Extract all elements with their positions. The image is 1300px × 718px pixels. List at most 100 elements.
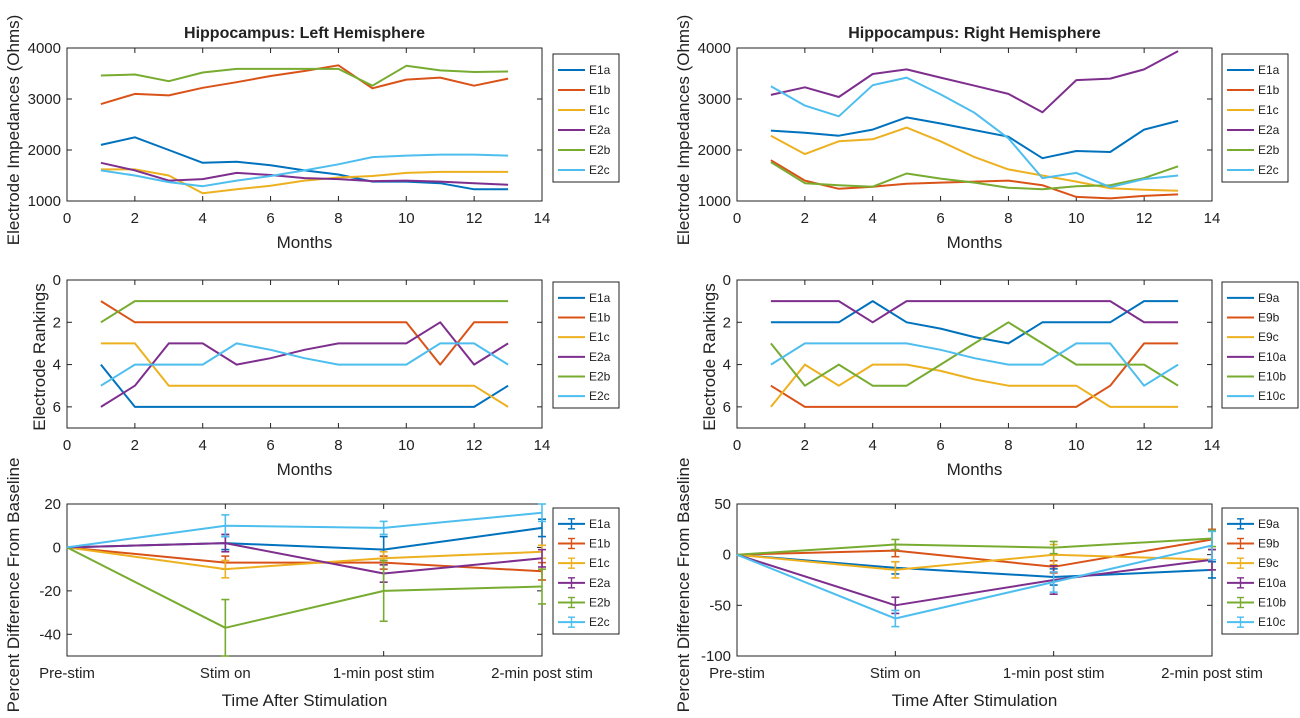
legend-label: E10a bbox=[1258, 350, 1286, 364]
x-tick-label: 1-min post stim bbox=[333, 665, 435, 682]
plot-area bbox=[736, 279, 1213, 429]
x-tick-label: 14 bbox=[1204, 210, 1221, 227]
x-tick-label: 4 bbox=[199, 437, 207, 454]
y-tick-label: 20 bbox=[44, 496, 61, 513]
plot-area bbox=[736, 503, 1213, 657]
y-tick-label: -100 bbox=[701, 648, 731, 665]
series-line bbox=[736, 553, 1213, 578]
x-tick-label: 14 bbox=[534, 437, 551, 454]
x-tick-label: Stim on bbox=[870, 665, 921, 682]
x-tick-label: Pre-stim bbox=[709, 665, 765, 682]
chart-pct_right: Pre-stim Stim on 1-min post stim 2-min post… bbox=[674, 458, 1299, 712]
y-axis-label: Electrode Impedances (Ohms) bbox=[674, 15, 693, 246]
x-tick-label: 8 bbox=[1004, 437, 1012, 454]
y-tick-label: 4 bbox=[53, 357, 61, 374]
y-tick-label: 2000 bbox=[698, 142, 731, 159]
legend-label: E1a bbox=[589, 517, 611, 531]
series-E9a bbox=[770, 300, 1179, 345]
series-line bbox=[770, 342, 1179, 408]
legend-label: E10a bbox=[1258, 576, 1286, 590]
y-tick-label: 4000 bbox=[28, 40, 61, 57]
legend-label: E10b bbox=[1258, 596, 1286, 610]
series-line bbox=[100, 161, 509, 186]
x-tick-label: 14 bbox=[1204, 437, 1221, 454]
x-tick-label: 2 bbox=[131, 210, 139, 227]
legend-label: E2a bbox=[589, 123, 611, 137]
series-line bbox=[100, 64, 509, 106]
x-tick-label: 0 bbox=[733, 210, 741, 227]
legend-label: E2b bbox=[589, 143, 611, 157]
y-tick-label: 2 bbox=[53, 314, 61, 331]
x-axis-label: Months bbox=[947, 460, 1003, 479]
y-tick-label: -20 bbox=[39, 583, 61, 600]
series-E1c bbox=[770, 126, 1179, 192]
series-line bbox=[66, 511, 543, 549]
x-tick-label: 10 bbox=[1068, 210, 1085, 227]
x-tick-label: 12 bbox=[466, 210, 483, 227]
legend-box bbox=[552, 53, 620, 183]
series-line bbox=[770, 342, 1179, 387]
legend-label: E1c bbox=[1258, 103, 1279, 117]
x-tick-label: 0 bbox=[733, 437, 741, 454]
legend: E1a E1b E1c E2a E2b E2c bbox=[1221, 53, 1289, 183]
legend-label: E1a bbox=[1258, 63, 1280, 77]
legend: E1a E1b E1c E2a E2b E2c bbox=[552, 281, 620, 409]
series-line bbox=[770, 161, 1179, 191]
x-tick-label: 2 bbox=[801, 210, 809, 227]
series-E2c bbox=[100, 342, 509, 387]
legend: E9a E9b E9c E10a E10b E10c bbox=[1221, 281, 1299, 409]
x-tick-label: 12 bbox=[1136, 437, 1153, 454]
x-tick-label: 1-min post stim bbox=[1003, 665, 1105, 682]
x-tick-label: 8 bbox=[1004, 210, 1012, 227]
x-tick-label: 4 bbox=[869, 210, 877, 227]
series-line bbox=[770, 300, 1179, 324]
y-tick-label: 0 bbox=[53, 539, 61, 556]
chart-imp_right: 0 2 4 6 8 10 12 14 1000 2000 3000 4000 Hippocampus: … bbox=[674, 15, 1289, 252]
legend-label: E1b bbox=[589, 537, 611, 551]
legend-label: E9a bbox=[1258, 517, 1280, 531]
y-axis-label: Percent Difference From Baseline bbox=[4, 458, 23, 713]
series-line bbox=[100, 168, 509, 195]
legend-label: E10c bbox=[1258, 389, 1285, 403]
series-E2c bbox=[770, 76, 1179, 189]
y-axis-label: Electrode Rankings bbox=[30, 283, 49, 430]
x-tick-label: 6 bbox=[266, 210, 274, 227]
series-line bbox=[100, 153, 509, 188]
x-tick-label: 6 bbox=[266, 437, 274, 454]
x-tick-label: 2-min post stim bbox=[491, 665, 593, 682]
series-line bbox=[66, 546, 543, 573]
x-tick-label: 12 bbox=[466, 437, 483, 454]
y-tick-label: 1000 bbox=[28, 193, 61, 210]
y-tick-label: 6 bbox=[53, 399, 61, 416]
legend-label: E1a bbox=[589, 291, 611, 305]
legend-label: E9b bbox=[1258, 311, 1280, 325]
series-line bbox=[770, 363, 1179, 408]
x-axis-label: Months bbox=[947, 233, 1003, 252]
legend-label: E9c bbox=[1258, 556, 1279, 570]
x-tick-label: 8 bbox=[334, 437, 342, 454]
chart-pct_left: Pre-stim Stim on 1-min post stim 2-min post… bbox=[4, 458, 620, 713]
x-tick-label: 6 bbox=[936, 437, 944, 454]
y-tick-label: 50 bbox=[714, 496, 731, 513]
series-E2b bbox=[100, 64, 509, 87]
series-line bbox=[770, 300, 1179, 345]
legend: E9a E9b E9c E10a E10b E10c bbox=[1221, 507, 1299, 635]
legend-label: E1a bbox=[589, 63, 611, 77]
series-line bbox=[100, 363, 509, 408]
legend-box bbox=[1221, 507, 1299, 635]
y-tick-label: -40 bbox=[39, 626, 61, 643]
series-E10c bbox=[770, 342, 1179, 387]
y-tick-label: 0 bbox=[723, 272, 731, 289]
series-line bbox=[736, 544, 1213, 620]
series-E2c bbox=[100, 153, 509, 188]
y-tick-label: 3000 bbox=[28, 91, 61, 108]
x-tick-label: 2-min post stim bbox=[1161, 665, 1263, 682]
series-E1b bbox=[100, 300, 509, 366]
series-E2b bbox=[66, 546, 546, 657]
legend-label: E9b bbox=[1258, 537, 1280, 551]
legend-label: E10c bbox=[1258, 615, 1285, 629]
legend-box bbox=[552, 281, 620, 409]
legend-box bbox=[1221, 281, 1299, 409]
series-E2b bbox=[770, 161, 1179, 191]
